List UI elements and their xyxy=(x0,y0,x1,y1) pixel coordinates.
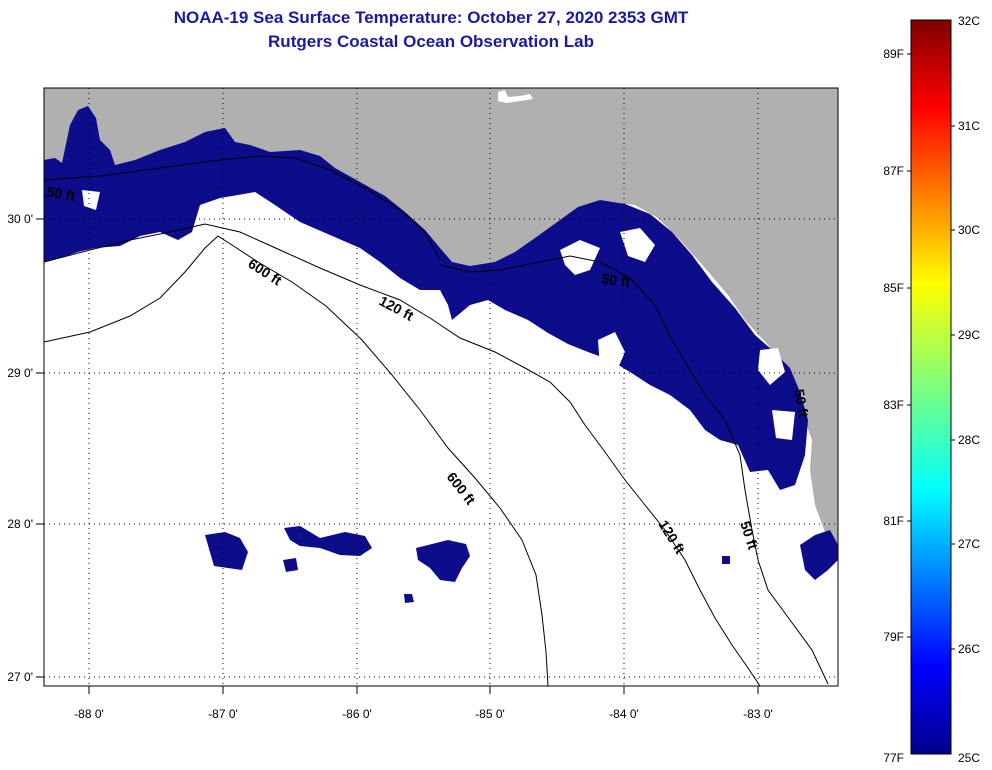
colorbar-label-31c: 31C xyxy=(958,119,980,133)
lon-label-83: -83 0' xyxy=(743,707,773,721)
lat-label-27: 27 0' xyxy=(7,670,33,684)
colorbar-label-77f: 77F xyxy=(883,751,904,765)
colorbar-ticks xyxy=(907,53,955,650)
lon-label-84: -84 0' xyxy=(609,707,639,721)
contour-label-50ft-west: 50 ft xyxy=(45,183,76,204)
contour-label-50ft: 50 ft xyxy=(601,270,632,290)
land-spot xyxy=(498,90,533,103)
lat-label-30: 30 0' xyxy=(7,212,33,226)
colorbar-label-32c: 32C xyxy=(958,14,980,28)
colorbar-label-26c: 26C xyxy=(958,642,980,656)
contour-600ft xyxy=(44,235,549,686)
cold-water-region xyxy=(44,106,808,490)
lon-label-88: -88 0' xyxy=(74,707,104,721)
lat-label-29: 29 0' xyxy=(7,366,33,380)
cold-water-patch xyxy=(284,526,372,556)
cloud-patch xyxy=(598,332,625,382)
contour-label-50ft-3: 50 ft xyxy=(791,388,812,419)
colorbar-label-83f: 83F xyxy=(883,398,904,412)
lon-label-87: -87 0' xyxy=(208,707,238,721)
colorbar xyxy=(910,19,952,755)
cloud-patch xyxy=(82,190,100,210)
cold-water-patch xyxy=(205,532,248,570)
colorbar-label-81f: 81F xyxy=(883,514,904,528)
colorbar-label-89f: 89F xyxy=(883,47,904,61)
colorbar-label-79f: 79F xyxy=(883,630,904,644)
lat-label-28: 28 0' xyxy=(7,517,33,531)
cloud-patch xyxy=(772,410,795,440)
lon-label-85: -85 0' xyxy=(475,707,505,721)
chart-subtitle: Rutgers Coastal Ocean Observation Lab xyxy=(268,32,594,51)
cold-water-patch xyxy=(404,594,414,603)
colorbar-label-87f: 87F xyxy=(883,164,904,178)
colorbar-label-85f: 85F xyxy=(883,281,904,295)
contour-120ft xyxy=(44,223,761,686)
colorbar-label-25c: 25C xyxy=(958,751,980,765)
cloud-patch xyxy=(758,348,785,385)
colorbar-label-29c: 29C xyxy=(958,328,980,342)
cold-water-patch xyxy=(283,558,298,572)
cloud-patch xyxy=(620,228,655,262)
chart-title: NOAA-19 Sea Surface Temperature: October… xyxy=(173,8,689,27)
colorbar-label-30c: 30C xyxy=(958,223,980,237)
contour-50ft-east xyxy=(439,255,829,685)
land-mass xyxy=(44,88,838,548)
contour-50ft-west xyxy=(44,155,441,261)
axis-ticks xyxy=(36,218,759,694)
colorbar-label-28c: 28C xyxy=(958,433,980,447)
cold-water-patch xyxy=(722,556,730,564)
lon-label-86: -86 0' xyxy=(342,707,372,721)
colorbar-label-27c: 27C xyxy=(958,537,980,551)
cold-water-region xyxy=(800,530,838,580)
map-frame xyxy=(43,87,839,687)
cold-water-patch xyxy=(416,540,470,582)
